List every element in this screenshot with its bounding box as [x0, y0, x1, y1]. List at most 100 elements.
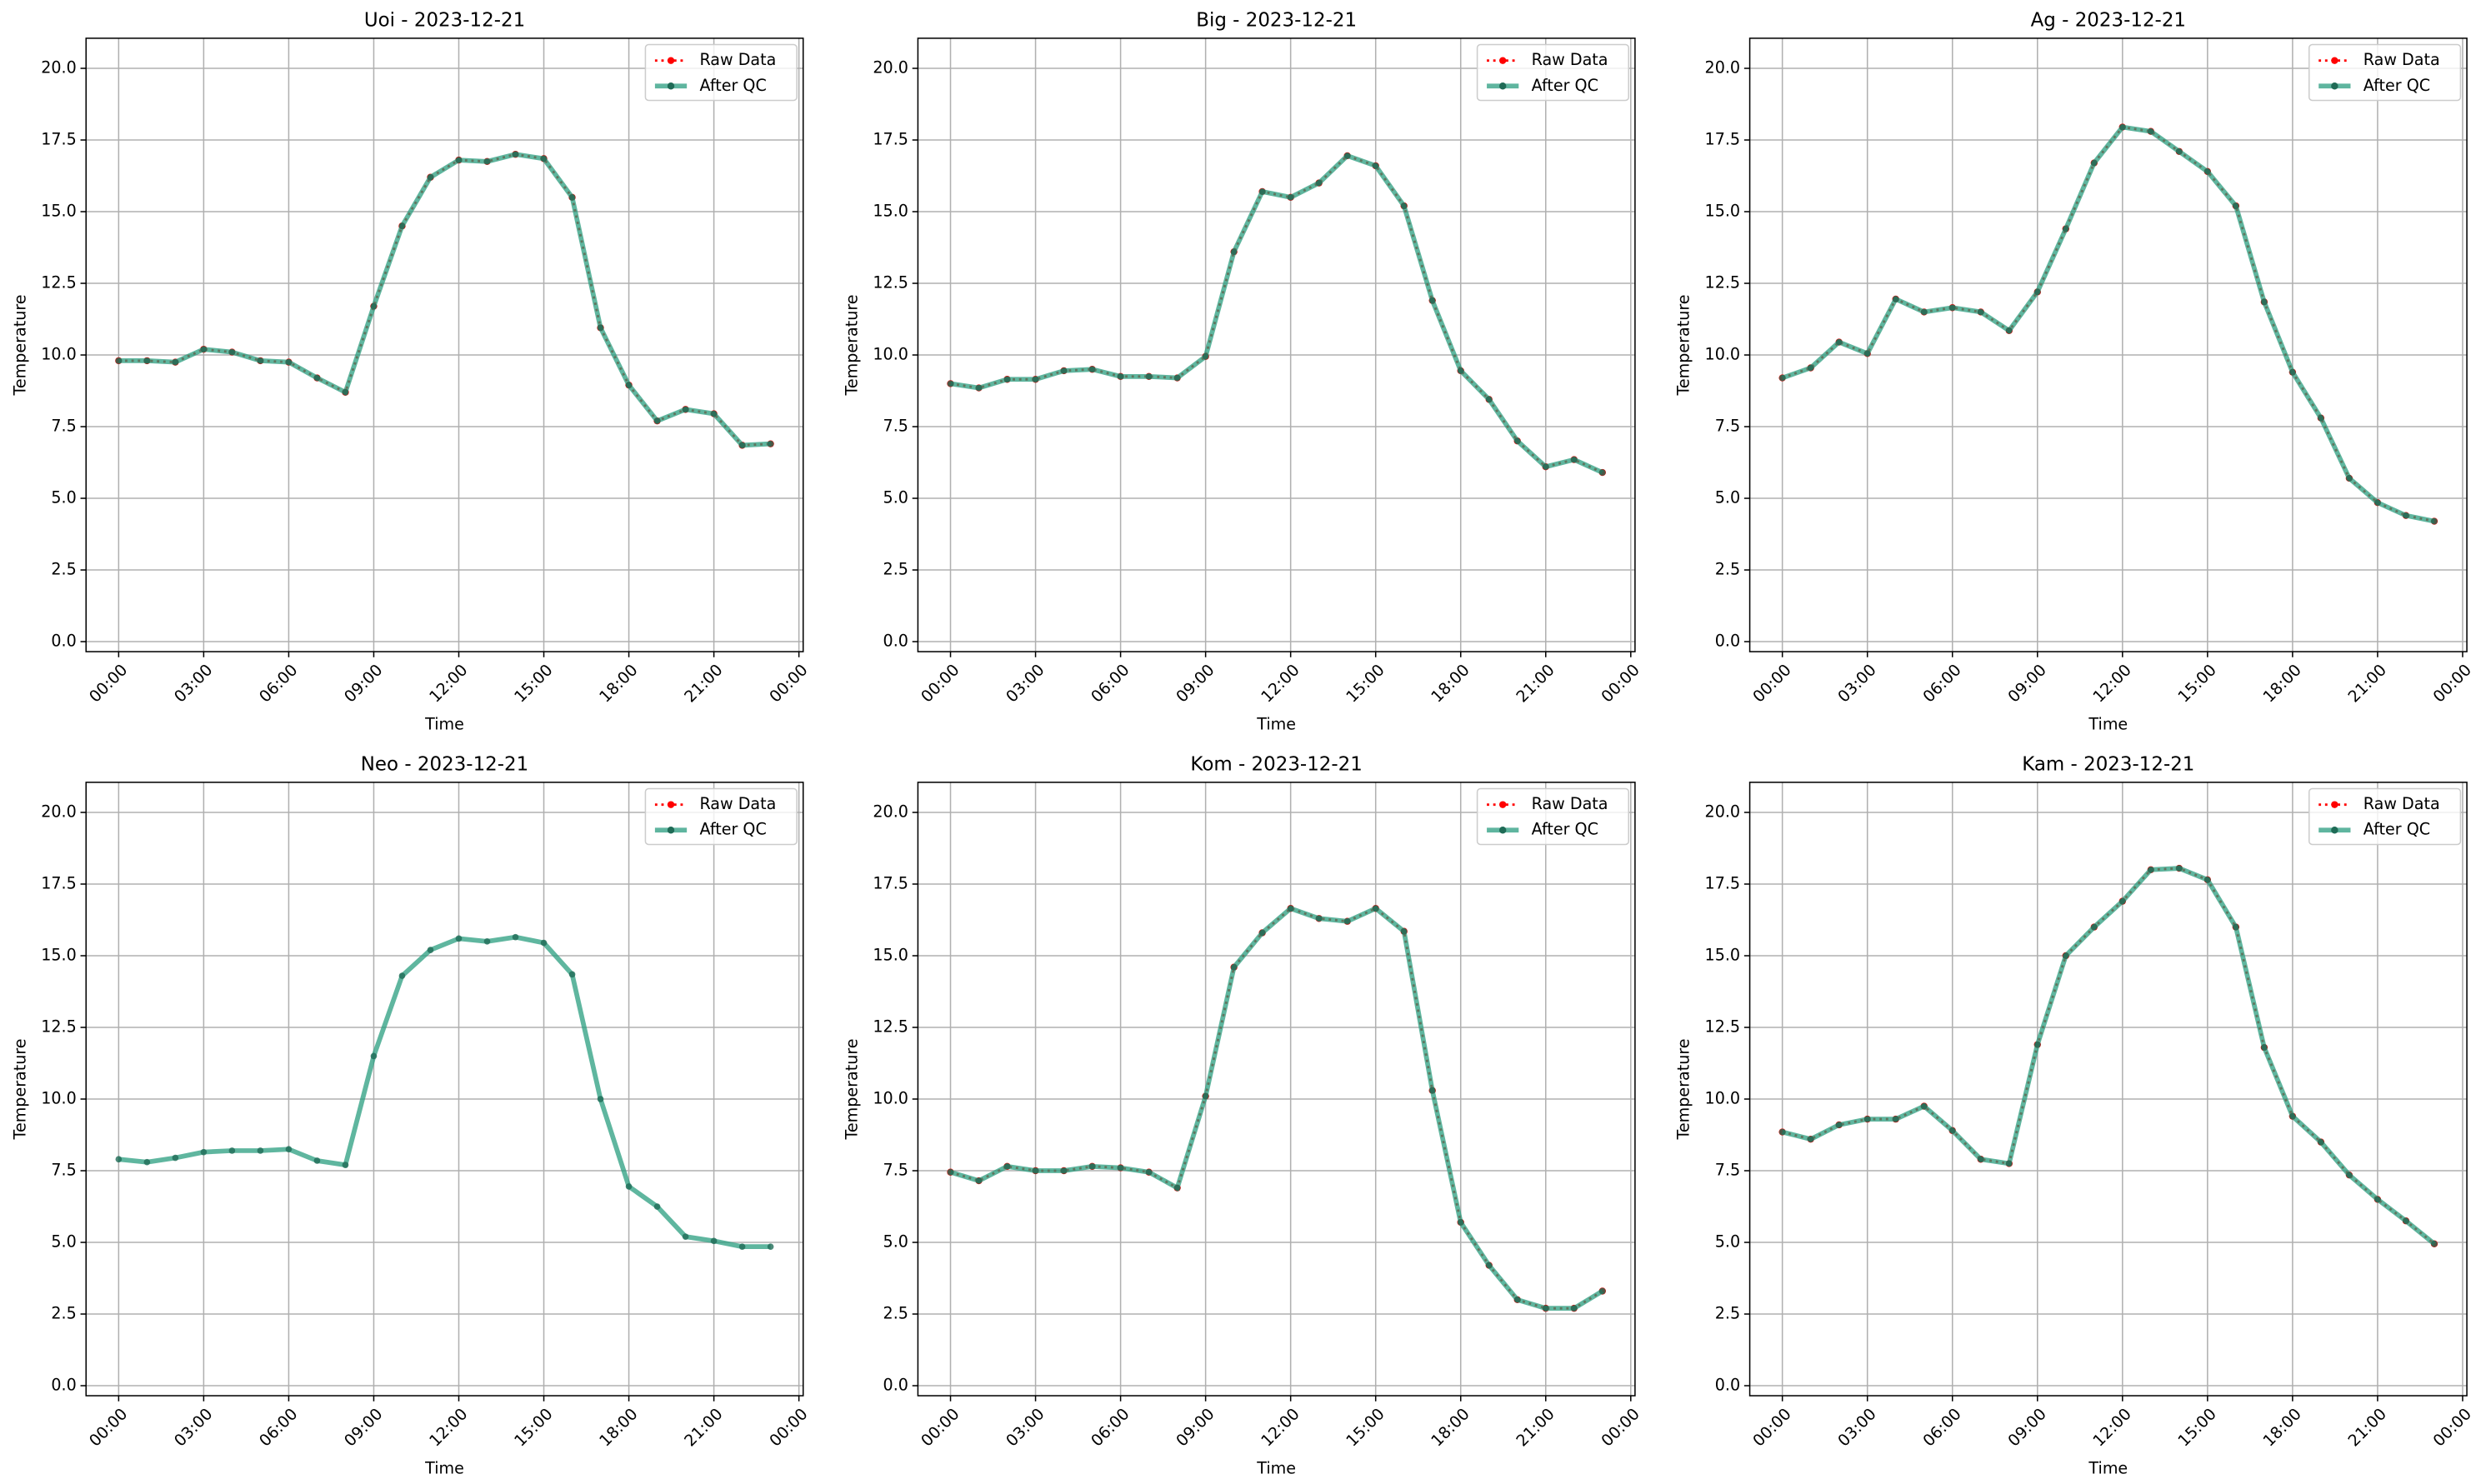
- series-marker: [2403, 1217, 2409, 1225]
- series-marker: [1513, 437, 1521, 445]
- x-tick-label: 18:00: [1428, 660, 1473, 706]
- series-marker: [540, 939, 548, 947]
- series-marker: [1428, 297, 1436, 304]
- series-marker: [1570, 1305, 1578, 1312]
- y-tick-label: 10.0: [41, 345, 77, 364]
- x-tick-label: 00:00: [2429, 660, 2475, 706]
- x-tick-label: 06:00: [1919, 1404, 1965, 1450]
- x-tick-label: 18:00: [595, 660, 641, 706]
- series-marker: [455, 935, 463, 942]
- series-marker: [483, 937, 491, 945]
- series-marker: [2374, 1196, 2381, 1203]
- series-marker: [143, 357, 151, 364]
- x-tick-label: 12:00: [2089, 1404, 2135, 1450]
- series-marker: [710, 1237, 718, 1245]
- series-marker: [1570, 456, 1578, 463]
- series-marker: [1892, 1116, 1899, 1122]
- series-marker: [2318, 414, 2324, 422]
- y-axis-label: Temperature: [10, 1038, 29, 1140]
- y-tick-label: 15.0: [1705, 202, 1741, 221]
- series-marker: [1088, 366, 1096, 373]
- legend-marker: [2331, 827, 2338, 834]
- x-tick-label: 00:00: [85, 1404, 131, 1450]
- subplot: 0.0 2.5 5.0 7.5 10.0 12.5 15.0 17.5 20.0 00:00 03:…: [843, 9, 1643, 733]
- subplot-title: Uoi - 2023-12-21: [364, 9, 525, 31]
- series-marker: [738, 1243, 746, 1251]
- y-tick-label: 12.5: [1705, 1017, 1741, 1037]
- legend-marker: [1498, 801, 1507, 808]
- y-tick-label: 15.0: [41, 202, 77, 221]
- y-tick-label: 17.5: [1705, 874, 1741, 893]
- legend-label: Raw Data: [1532, 794, 1608, 813]
- y-tick-label: 5.0: [883, 488, 908, 507]
- y-tick-label: 7.5: [51, 417, 76, 436]
- series-marker: [285, 358, 293, 366]
- series-marker: [342, 388, 349, 396]
- x-tick-label: 00:00: [1749, 660, 1795, 706]
- series-marker: [2033, 288, 2041, 296]
- series-marker: [313, 1157, 321, 1164]
- series-marker: [1032, 1167, 1039, 1174]
- x-tick-label: 09:00: [2004, 1404, 2050, 1450]
- series-marker: [1287, 193, 1294, 201]
- series-marker: [710, 410, 718, 417]
- series-marker: [947, 1168, 954, 1176]
- x-tick-label: 00:00: [1598, 660, 1643, 706]
- series-marker: [1863, 350, 1871, 357]
- x-tick-label: 12:00: [1258, 1404, 1303, 1450]
- series-line: [1781, 124, 2435, 524]
- series-marker: [1060, 367, 1068, 374]
- x-tick-label: 12:00: [425, 1404, 471, 1450]
- y-tick-label: 2.5: [883, 560, 908, 579]
- series-marker: [2261, 298, 2268, 306]
- series-marker: [1778, 1128, 1786, 1136]
- series-marker: [1032, 376, 1039, 383]
- y-tick-label: 15.0: [873, 946, 908, 965]
- x-tick-label: 03:00: [1002, 1404, 1048, 1450]
- subplot-title: Ag - 2023-12-21: [2031, 9, 2186, 31]
- x-tick-label: 21:00: [2344, 660, 2390, 706]
- y-tick-label: 2.5: [883, 1304, 908, 1323]
- series-marker: [1202, 352, 1209, 360]
- x-tick-label: 12:00: [425, 660, 471, 706]
- x-tick-label: 09:00: [340, 660, 386, 706]
- series-marker: [512, 933, 519, 941]
- series-marker: [512, 151, 519, 158]
- y-tick-label: 5.0: [1715, 1232, 1740, 1252]
- axes-frame: [917, 37, 1636, 652]
- series-marker: [483, 157, 491, 165]
- series-marker: [2289, 368, 2296, 376]
- series-marker: [1202, 1092, 1209, 1100]
- series-marker: [2148, 127, 2154, 135]
- y-tick-label: 20.0: [1705, 58, 1741, 77]
- subplot-title: Big - 2023-12-21: [1196, 9, 1357, 31]
- series-marker: [1060, 1167, 1068, 1174]
- series-marker: [313, 374, 321, 382]
- y-tick-label: 20.0: [41, 58, 77, 77]
- y-tick-label: 15.0: [1705, 946, 1741, 965]
- series-marker: [427, 173, 434, 181]
- y-tick-label: 7.5: [1715, 1161, 1740, 1180]
- series-marker: [172, 358, 179, 366]
- axes-frame: [85, 37, 804, 652]
- series-marker: [398, 222, 406, 230]
- series-marker: [257, 357, 264, 364]
- series-marker: [1598, 469, 1606, 476]
- y-tick-label: 12.5: [873, 273, 908, 292]
- x-tick-label: 03:00: [1834, 660, 1880, 706]
- legend-label: After QC: [699, 820, 766, 839]
- series-marker: [1428, 1087, 1436, 1094]
- x-tick-label: 06:00: [1919, 660, 1965, 706]
- x-tick-label: 09:00: [1172, 660, 1218, 706]
- y-axis-label: Temperature: [1674, 1038, 1693, 1140]
- series-marker: [2062, 225, 2069, 232]
- series-marker: [1287, 905, 1294, 912]
- series-marker: [1807, 1136, 1814, 1142]
- y-tick-label: 12.5: [873, 1017, 908, 1037]
- series-marker: [1230, 248, 1238, 256]
- legend-label: After QC: [1532, 820, 1598, 839]
- y-tick-label: 7.5: [51, 1161, 76, 1180]
- series-marker: [455, 157, 463, 163]
- series-marker: [1542, 1305, 1549, 1312]
